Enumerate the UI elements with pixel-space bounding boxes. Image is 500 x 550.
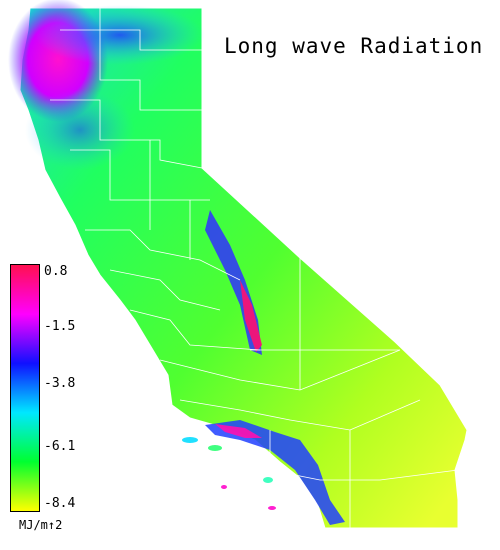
legend-units: MJ/m↑2 [19,518,63,532]
legend-tick-0: 0.8 [44,264,68,279]
map-title: Long wave Radiation [224,34,484,58]
legend-tick-3: -6.1 [44,439,76,454]
legend-tick-1: -1.5 [44,319,76,334]
legend-tick-4: -8.4 [44,496,76,511]
county-boundaries [50,8,459,528]
legend-tick-2: -3.8 [44,376,76,391]
colorbar [10,264,40,512]
